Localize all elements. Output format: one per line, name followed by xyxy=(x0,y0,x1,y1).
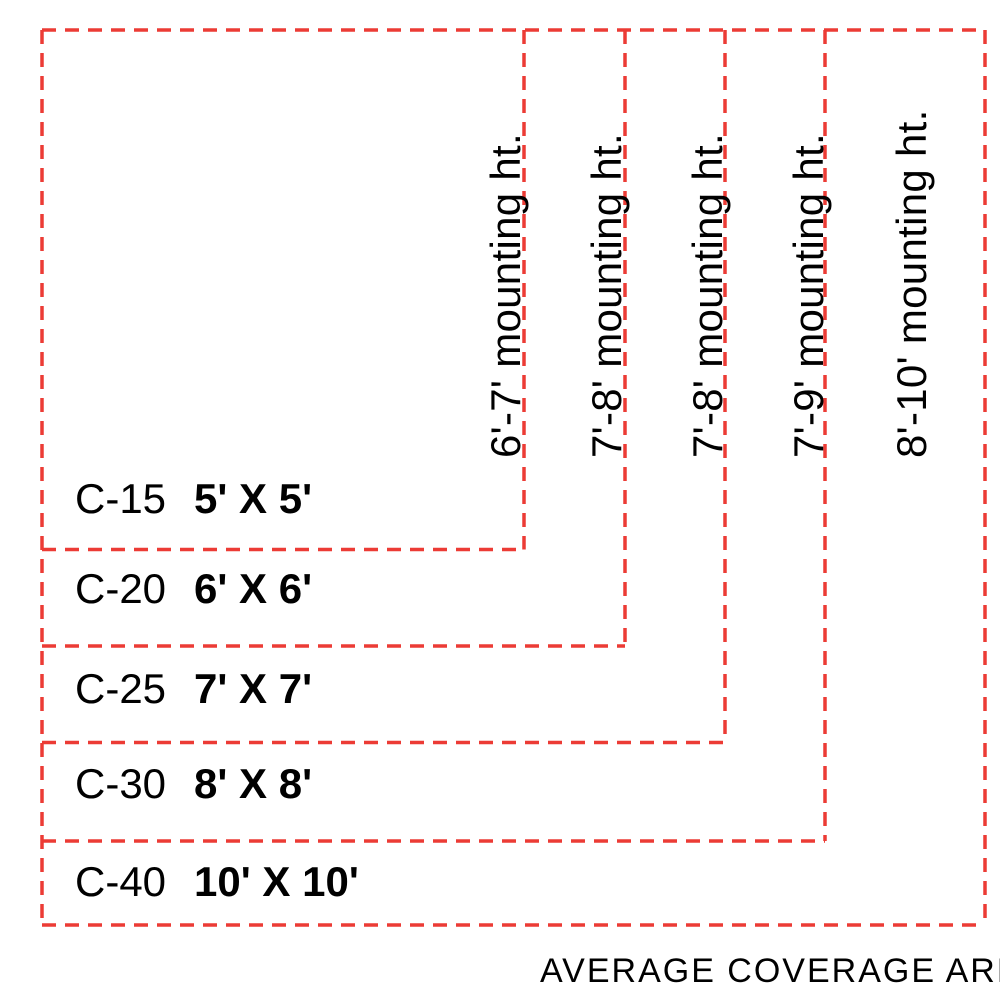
coverage-dimension: 5' X 5' xyxy=(194,475,312,522)
coverage-dimension: 7' X 7' xyxy=(194,665,312,712)
coverage-dimension: 10' X 10' xyxy=(194,858,359,905)
coverage-row: C-15 5' X 5' xyxy=(75,475,312,523)
mounting-height-label: 7'-9' mounting ht. xyxy=(785,133,833,458)
mounting-height-label: 7'-8' mounting ht. xyxy=(583,133,631,458)
model-code: C-15 xyxy=(75,475,166,522)
model-code: C-25 xyxy=(75,665,166,712)
mounting-height-label: 7'-8' mounting ht. xyxy=(684,133,732,458)
model-code: C-20 xyxy=(75,565,166,612)
coverage-row: C-30 8' X 8' xyxy=(75,760,312,808)
coverage-dimension: 6' X 6' xyxy=(194,565,312,612)
coverage-row: C-40 10' X 10' xyxy=(75,858,359,906)
footer-caption: AVERAGE COVERAGE AREA* xyxy=(540,952,1000,991)
model-code: C-40 xyxy=(75,858,166,905)
mounting-height-label: 8'-10' mounting ht. xyxy=(888,109,936,458)
coverage-row: C-20 6' X 6' xyxy=(75,565,312,613)
mounting-height-label: 6'-7' mounting ht. xyxy=(482,133,530,458)
coverage-dimension: 8' X 8' xyxy=(194,760,312,807)
model-code: C-30 xyxy=(75,760,166,807)
coverage-row: C-25 7' X 7' xyxy=(75,665,312,713)
